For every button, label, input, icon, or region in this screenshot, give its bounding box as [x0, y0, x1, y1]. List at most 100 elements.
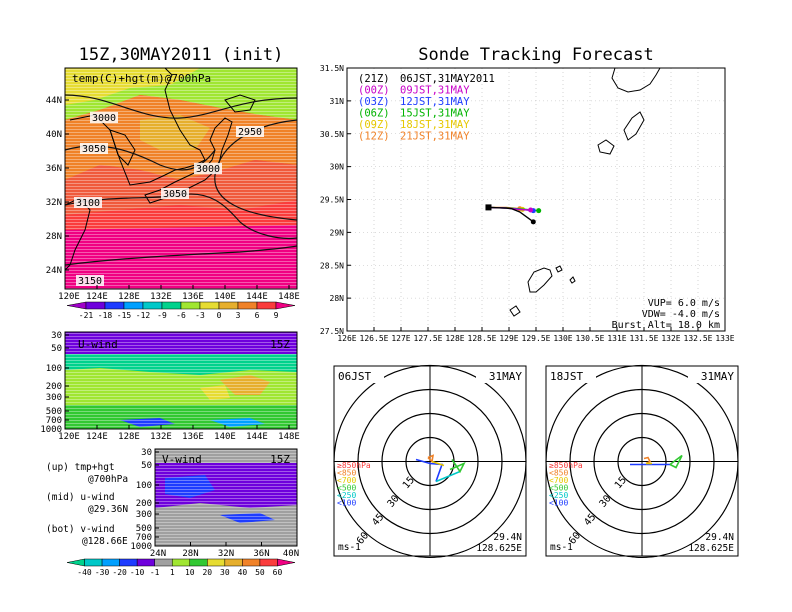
- contour-label: 3050: [161, 188, 189, 200]
- wind-colorbar-swatch: [171, 558, 191, 567]
- track-lon-tick: 130E: [553, 334, 572, 343]
- left-title: 15Z,30MAY2011 (init): [79, 45, 284, 65]
- track-lon-ticks: 126E 126.5E 127E 127.5E 128E 128.5E 129E 129.5E…: [337, 327, 735, 343]
- track-legend-text: 15JST,31MAY: [400, 108, 470, 120]
- colorbar-label: -15: [117, 311, 132, 320]
- track-legend-tag: (00Z): [358, 85, 390, 97]
- wind-colorbar-swatch: [136, 558, 155, 567]
- vwind-pressure-tick: 500: [136, 524, 152, 534]
- map700-lon-tick: 132E: [150, 292, 172, 302]
- uwind-lon-tick: 148E: [278, 432, 300, 442]
- contour-label-text: 3100: [76, 198, 100, 209]
- hodograph-time: 18JST: [550, 370, 583, 383]
- hodograph-segment: [427, 454, 435, 464]
- hodograph-time-bg: [548, 369, 596, 383]
- wind-colorbar-label: -20: [112, 568, 127, 577]
- contour-label-bg: [80, 143, 108, 154]
- track-coastlines: [509, 68, 661, 317]
- colorbar-swatch: [104, 301, 125, 310]
- map700-lon-tick: 136E: [182, 292, 204, 302]
- track-lat-tick: 31.5N: [320, 64, 344, 73]
- uwind-pressure-tick: 30: [51, 331, 62, 341]
- track-lon-tick: 133E: [715, 334, 734, 343]
- track-lon-tick: 131E: [607, 334, 626, 343]
- hodograph-level-label: <100: [337, 499, 356, 508]
- vdw-text: VDW= -4.0 m/s: [642, 309, 720, 320]
- track-legend-tag: (06Z): [358, 108, 390, 120]
- wind-colorbar-swatch: [277, 558, 296, 567]
- hodograph-segment: [669, 454, 683, 469]
- map700-label: temp(C)+hgt(m)@700hPa: [72, 72, 211, 85]
- colorbar-swatch: [66, 301, 87, 310]
- hodograph-level-label: <500: [337, 484, 356, 493]
- wind-colorbar-label: -40: [77, 568, 92, 577]
- hodograph-segment: [431, 460, 445, 467]
- colorbar-swatch: [142, 301, 163, 310]
- track-lon-tick: 129E: [499, 334, 518, 343]
- contour-label-text: 2950: [238, 127, 262, 138]
- track-legend-text: 09JST,31MAY: [400, 85, 470, 97]
- colorbar-label: -6: [176, 311, 186, 320]
- hodograph-level-label: ≥850hPa: [549, 461, 583, 470]
- contour-label-bg: [76, 275, 104, 286]
- wind-colorbar-label: 50: [255, 568, 265, 577]
- map700-panel: temp(C)+hgt(m)@700hPa 300030502950300030…: [46, 67, 300, 302]
- track-legend-text: 12JST,31MAY: [400, 96, 470, 108]
- track-lon-tick: 128E: [445, 334, 464, 343]
- uwind-lon-tick: 132E: [150, 432, 172, 442]
- hodograph-level-label: <250: [549, 491, 568, 500]
- uwind-lon-tick: 140E: [214, 432, 236, 442]
- uwind-pressure-tick: 700: [46, 416, 62, 426]
- track-lat-tick: 29.5N: [320, 196, 344, 205]
- vwind-lat-tick: 40N: [283, 549, 299, 559]
- track-lat-tick: 30N: [330, 163, 345, 172]
- contour-label: 3000: [194, 163, 222, 175]
- hodograph-level-label: ≥850hPa: [337, 461, 371, 470]
- map700-lon-tick: 148E: [278, 292, 300, 302]
- contour-label: 3000: [90, 112, 118, 124]
- vwind-pressure-tick: 200: [136, 499, 152, 509]
- wind-colorbar: -40 -30 -20 -10 -1 1 10 20 30 40 50 60: [66, 558, 296, 577]
- hodograph-time-bg: [336, 369, 384, 383]
- temperature-colorbar: -21 -18 -15 -12 -9 -6 -3 0 3 6 9: [66, 301, 296, 320]
- colorbar-swatch: [180, 301, 201, 310]
- wind-colorbar-label: -10: [130, 568, 145, 577]
- map700-lon-tick: 128E: [118, 292, 140, 302]
- uwind-time: 15Z: [270, 338, 290, 351]
- wind-colorbar-swatch: [259, 558, 278, 567]
- contour-label-text: 3000: [196, 164, 220, 175]
- track-lon-tick: 127.5E: [414, 334, 443, 343]
- wind-colorbar-swatch: [224, 558, 243, 567]
- track-lon-tick: 132E: [661, 334, 680, 343]
- hodograph-time: 06JST: [338, 370, 371, 383]
- right-title: Sonde Tracking Forecast: [418, 45, 653, 65]
- track-lon-tick: 129.5E: [522, 334, 551, 343]
- wind-colorbar-label: -1: [150, 568, 160, 577]
- contour-label-text: 3000: [92, 113, 116, 124]
- vwind-pressure-tick: 100: [136, 481, 152, 491]
- uwind-lon-tick: 124E: [86, 432, 108, 442]
- uwind-lon-tick: 128E: [118, 432, 140, 442]
- side-legend-mid-2: @29.36N: [88, 504, 128, 515]
- track-lon-tick: 126E: [337, 334, 356, 343]
- track-lon-tick: 126.5E: [360, 334, 389, 343]
- colorbar-label: -18: [98, 311, 113, 320]
- contour-label-bg: [90, 112, 118, 123]
- track-panel: 31.5N 31N 30.5N 30N 29.5N 29N 28.5N 28N 27.5N 12…: [320, 64, 735, 343]
- contour-label: 3150: [76, 275, 104, 287]
- map700-lat-tick: 44N: [46, 96, 62, 106]
- colorbar-swatch: [275, 301, 296, 310]
- vwind-lat-tick: 32N: [218, 549, 234, 559]
- track-grid: [347, 68, 725, 331]
- uwind-lon-tick: 120E: [58, 432, 80, 442]
- colorbar-swatch: [256, 301, 277, 310]
- track-endpoint: [530, 219, 536, 225]
- track-lon-tick: 131.5E: [630, 334, 659, 343]
- track-lon-tick: 127E: [391, 334, 410, 343]
- uwind-pressure-tick: 50: [51, 344, 62, 354]
- track-lat-tick: 29N: [330, 228, 345, 237]
- hodograph-date-bg: [688, 369, 736, 383]
